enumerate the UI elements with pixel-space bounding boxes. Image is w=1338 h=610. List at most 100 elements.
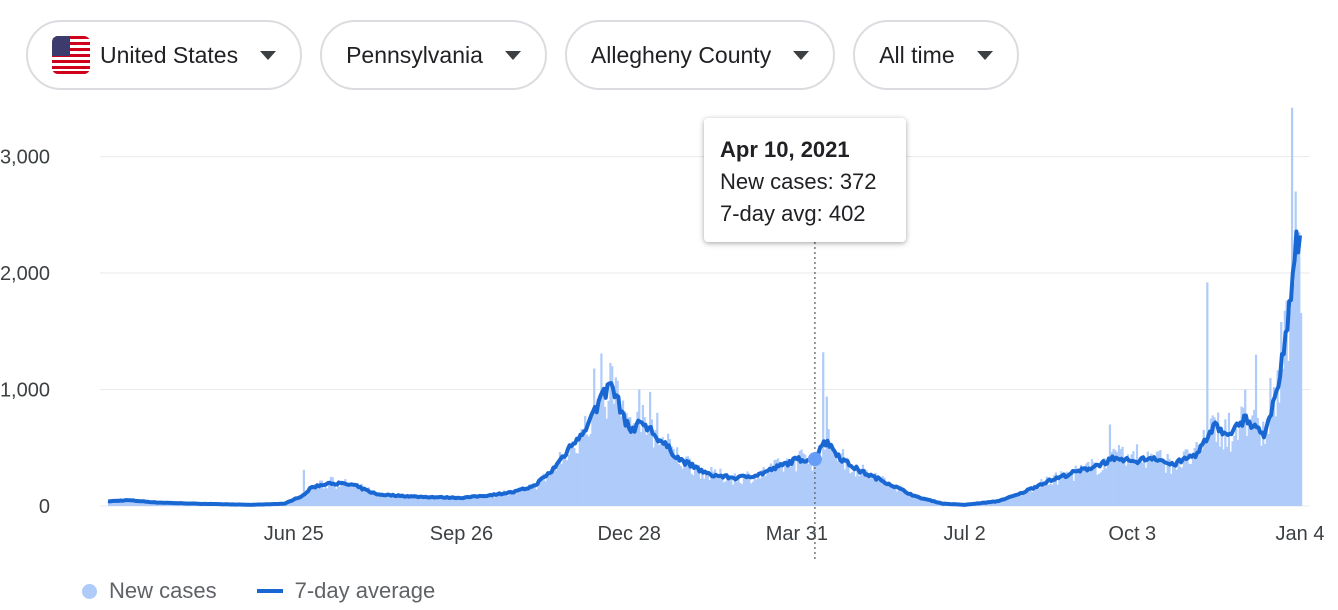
new-cases-bar [699, 478, 702, 506]
new-cases-bar [751, 481, 754, 506]
new-cases-bar [1070, 469, 1074, 506]
new-cases-bar [834, 456, 837, 506]
new-cases-bar [1202, 429, 1205, 506]
new-cases-bar [1278, 402, 1281, 506]
new-cases-bar [690, 473, 693, 506]
new-cases-bar [654, 430, 657, 506]
new-cases-bar [466, 497, 470, 506]
country-dropdown[interactable]: United States [26, 20, 303, 90]
new-cases-bar [584, 416, 587, 506]
new-cases-bar [1222, 449, 1225, 506]
new-cases-bar [1184, 449, 1187, 506]
new-cases-bar [771, 471, 774, 506]
new-cases-bar [841, 449, 845, 506]
new-cases-bar [127, 501, 131, 506]
new-cases-bar [1195, 442, 1198, 506]
new-cases-bar [1289, 310, 1292, 506]
new-cases-bar [858, 476, 861, 506]
new-cases-bar [681, 468, 684, 506]
new-cases-bar [1281, 368, 1285, 506]
new-cases-bar [1027, 491, 1030, 506]
new-cases-bar [672, 448, 675, 506]
new-cases-bar [1024, 492, 1027, 506]
new-cases-bar [892, 485, 895, 506]
cases-chart[interactable]: 0 1,000 2,000 3,000 Jun 25 Sep 26 Dec 28 Mar 3… [0, 100, 1338, 570]
new-cases-bar [452, 495, 455, 506]
new-cases-bar [1152, 461, 1155, 506]
new-cases-bar [596, 398, 599, 506]
new-cases-bar [591, 414, 594, 506]
new-cases-bar [122, 499, 125, 506]
new-cases-bar [1132, 451, 1135, 506]
new-cases-bar [1098, 473, 1101, 506]
new-cases-bar [932, 502, 935, 506]
new-cases-bar [1002, 498, 1005, 506]
new-cases-bar [1220, 427, 1223, 506]
new-cases-bar [432, 495, 435, 506]
new-cases-bar [403, 497, 406, 506]
new-cases-bar [1060, 471, 1063, 506]
new-cases-bar [504, 492, 507, 506]
new-cases-bar [566, 460, 569, 506]
new-cases-bar [109, 501, 112, 506]
new-cases-bar [804, 454, 807, 506]
time-range-dropdown[interactable]: All time [853, 20, 1019, 90]
new-cases-bar [878, 480, 881, 506]
new-cases-bar [733, 473, 736, 506]
new-cases-bar [818, 446, 821, 506]
new-cases-bar [382, 493, 385, 506]
tooltip-new-cases: New cases: 372 [720, 169, 877, 194]
x-tick-label: Mar 31 [766, 523, 828, 545]
new-cases-bar [555, 470, 558, 506]
new-cases-bar [1272, 387, 1276, 506]
new-cases-bar [288, 501, 291, 506]
new-cases-bar [423, 498, 426, 506]
new-cases-bar [847, 461, 850, 506]
new-cases-bar [809, 463, 812, 506]
new-cases-bar [1263, 443, 1267, 506]
new-cases-bar [346, 482, 349, 506]
new-cases-bar [1139, 460, 1142, 506]
new-cases-bar [930, 500, 933, 506]
new-cases-bar [832, 454, 836, 506]
new-cases-bar [883, 477, 886, 506]
new-cases-bar [993, 501, 996, 506]
new-cases-bar [1283, 310, 1286, 506]
new-cases-bar [1058, 478, 1061, 506]
x-axis: Jun 25 Sep 26 Dec 28 Mar 31 Jul 2 Oct 3 Jan 4 [264, 523, 1325, 545]
new-cases-bar [1141, 462, 1144, 506]
new-cases-bar [1267, 433, 1270, 506]
new-cases-bar [290, 500, 293, 506]
new-cases-bar [679, 465, 682, 506]
new-cases-bar [539, 480, 542, 506]
legend-average: 7-day average [294, 578, 436, 603]
new-cases-bar [396, 496, 399, 506]
state-dropdown[interactable]: Pennsylvania [320, 20, 547, 90]
new-cases-bar [843, 469, 846, 506]
new-cases-bar [322, 488, 325, 506]
county-dropdown[interactable]: Allegheny County [564, 20, 836, 90]
new-cases-bar [360, 483, 363, 506]
new-cases-bar [1161, 458, 1164, 506]
new-cases-bar [1130, 454, 1133, 506]
new-cases-bar [400, 497, 403, 506]
new-cases-bar [602, 393, 605, 506]
average-legend-icon [256, 589, 283, 593]
new-cases-bar [791, 460, 794, 506]
new-cases-bar [849, 473, 852, 506]
new-cases-bar [1256, 417, 1259, 506]
new-cases-bar [129, 499, 132, 506]
new-cases-bar [1092, 462, 1095, 506]
new-cases-bar [133, 499, 136, 506]
new-cases-bar [1038, 488, 1041, 506]
new-cases-bar [353, 483, 356, 506]
new-cases-bar [1137, 464, 1140, 506]
new-cases-bar [286, 503, 289, 506]
new-cases-bar [405, 495, 408, 506]
new-cases-bar [367, 487, 370, 506]
new-cases-bar [546, 476, 549, 506]
new-cases-bar [531, 483, 534, 506]
new-cases-bar [569, 445, 572, 506]
new-cases-bar [861, 464, 864, 506]
new-cases-bar [447, 499, 450, 506]
